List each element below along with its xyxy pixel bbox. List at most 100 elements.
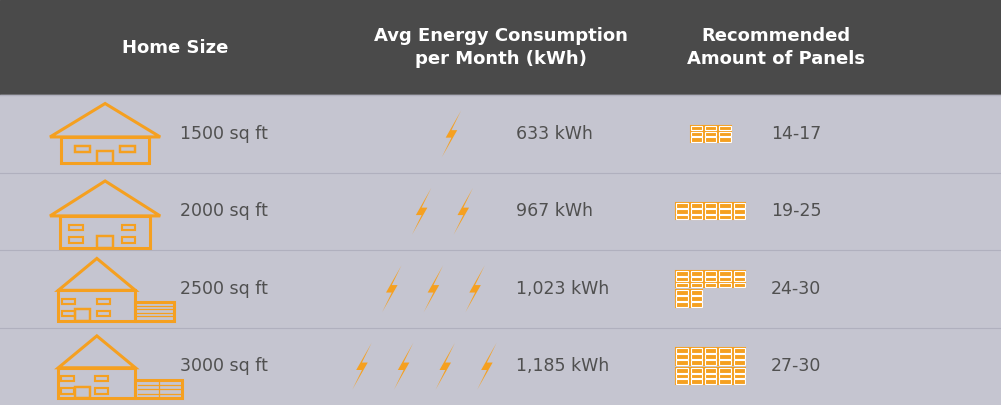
Bar: [720, 209, 731, 214]
Bar: [705, 283, 717, 287]
Bar: [720, 132, 731, 136]
Bar: [97, 311, 110, 316]
Bar: [97, 298, 110, 304]
Bar: [677, 203, 745, 220]
Bar: [734, 271, 745, 276]
Bar: [691, 137, 702, 142]
Bar: [734, 360, 745, 364]
Bar: [677, 290, 688, 295]
Bar: [720, 348, 731, 353]
Bar: [677, 354, 688, 359]
Text: Home Size: Home Size: [122, 38, 228, 57]
Bar: [677, 271, 688, 276]
Bar: [691, 296, 702, 301]
Bar: [734, 379, 745, 384]
Text: 2500 sq ft: 2500 sq ft: [180, 280, 268, 298]
Bar: [705, 374, 717, 378]
Bar: [705, 277, 717, 281]
Bar: [677, 296, 688, 301]
Bar: [705, 132, 717, 136]
Bar: [121, 237, 135, 243]
Text: 3000 sq ft: 3000 sq ft: [180, 357, 268, 375]
Bar: [691, 379, 702, 384]
Bar: [677, 348, 688, 353]
Bar: [135, 303, 174, 321]
Text: 1,023 kWh: 1,023 kWh: [516, 280, 609, 298]
Bar: [734, 368, 745, 373]
Bar: [720, 126, 731, 130]
Polygon shape: [435, 343, 454, 390]
Bar: [677, 374, 688, 378]
Polygon shape: [382, 266, 401, 312]
Bar: [720, 283, 731, 287]
Bar: [97, 151, 113, 163]
Bar: [677, 283, 688, 287]
Polygon shape: [465, 266, 484, 312]
Bar: [691, 132, 702, 136]
Bar: [691, 283, 702, 287]
Bar: [720, 379, 731, 384]
Bar: [720, 137, 731, 142]
Bar: [69, 225, 83, 230]
Bar: [58, 290, 135, 321]
Bar: [691, 203, 702, 208]
Bar: [677, 302, 688, 307]
Bar: [61, 137, 149, 163]
Text: 27-30: 27-30: [771, 357, 821, 375]
Bar: [62, 298, 75, 304]
Text: 633 kWh: 633 kWh: [516, 125, 593, 143]
Polygon shape: [394, 343, 413, 390]
Text: 19-25: 19-25: [771, 202, 821, 220]
Bar: [705, 368, 717, 373]
Bar: [75, 387, 90, 398]
Bar: [691, 348, 702, 353]
Bar: [75, 309, 90, 321]
Bar: [720, 374, 731, 378]
Polygon shape: [477, 343, 496, 390]
Bar: [677, 290, 702, 307]
Bar: [705, 354, 717, 359]
Text: 967 kWh: 967 kWh: [516, 202, 593, 220]
Bar: [705, 137, 717, 142]
Bar: [691, 290, 702, 295]
Bar: [705, 126, 717, 130]
Bar: [734, 203, 745, 208]
Bar: [677, 215, 688, 220]
Bar: [0, 95, 1001, 405]
Bar: [75, 146, 90, 152]
Bar: [120, 146, 135, 152]
Bar: [705, 215, 717, 220]
Bar: [734, 348, 745, 353]
Polygon shape: [423, 266, 443, 312]
Bar: [677, 277, 688, 281]
Bar: [705, 379, 717, 384]
Bar: [677, 368, 688, 373]
Bar: [705, 271, 717, 276]
Bar: [705, 348, 717, 353]
Bar: [720, 368, 731, 373]
Bar: [135, 380, 182, 398]
Text: 1500 sq ft: 1500 sq ft: [180, 125, 268, 143]
Bar: [691, 215, 702, 220]
Bar: [69, 237, 83, 243]
Bar: [691, 368, 702, 373]
Bar: [691, 360, 702, 364]
Bar: [121, 225, 135, 230]
Polygon shape: [441, 111, 461, 157]
Text: 1,185 kWh: 1,185 kWh: [516, 357, 609, 375]
Bar: [734, 209, 745, 214]
Text: Avg Energy Consumption
per Month (kWh): Avg Energy Consumption per Month (kWh): [373, 27, 628, 68]
Bar: [677, 209, 688, 214]
Bar: [720, 277, 731, 281]
Text: 2000 sq ft: 2000 sq ft: [180, 202, 268, 220]
Text: 24-30: 24-30: [771, 280, 821, 298]
Bar: [691, 126, 731, 142]
Bar: [691, 302, 702, 307]
Polygon shape: [412, 188, 431, 234]
Bar: [677, 348, 745, 364]
Bar: [691, 126, 702, 130]
Bar: [58, 368, 135, 398]
Bar: [691, 354, 702, 359]
Bar: [734, 354, 745, 359]
Polygon shape: [453, 188, 472, 234]
